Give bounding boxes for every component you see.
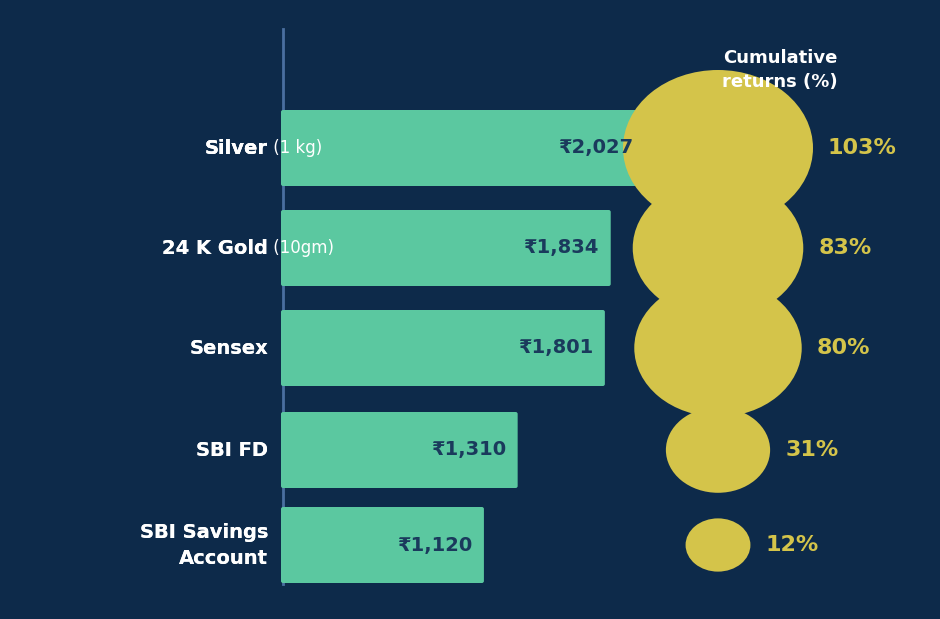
Text: SBI FD: SBI FD <box>196 441 268 459</box>
Text: (1 kg): (1 kg) <box>268 139 322 157</box>
Text: ₹2,027: ₹2,027 <box>557 139 633 157</box>
Text: 31%: 31% <box>785 440 838 460</box>
Text: (10gm): (10gm) <box>268 239 334 257</box>
Text: Silver: Silver <box>205 139 268 157</box>
Text: Cumulative
returns (%): Cumulative returns (%) <box>722 49 838 90</box>
Ellipse shape <box>666 407 770 493</box>
Ellipse shape <box>623 70 813 226</box>
Text: 103%: 103% <box>828 138 897 158</box>
Text: Silver: Silver <box>205 139 268 157</box>
Ellipse shape <box>633 178 804 318</box>
Text: 24 K Gold: 24 K Gold <box>162 238 268 258</box>
Text: Account: Account <box>179 548 268 568</box>
Text: ₹1,801: ₹1,801 <box>518 339 593 358</box>
FancyBboxPatch shape <box>281 310 604 386</box>
Text: ₹1,834: ₹1,834 <box>524 238 599 258</box>
Ellipse shape <box>685 518 750 571</box>
Text: 12%: 12% <box>765 535 819 555</box>
Ellipse shape <box>634 279 802 417</box>
Text: Account: Account <box>179 550 268 568</box>
Text: 24 K Gold: 24 K Gold <box>162 238 268 258</box>
FancyBboxPatch shape <box>281 507 484 583</box>
Text: Sensex: Sensex <box>189 339 268 358</box>
Text: ₹1,310: ₹1,310 <box>431 441 506 459</box>
Text: Sensex: Sensex <box>189 339 268 358</box>
Text: 83%: 83% <box>819 238 871 258</box>
FancyBboxPatch shape <box>281 110 645 186</box>
Text: ₹1,120: ₹1,120 <box>397 535 472 555</box>
Text: Silver: Silver <box>205 139 268 157</box>
FancyBboxPatch shape <box>281 210 611 286</box>
Text: 80%: 80% <box>817 338 870 358</box>
Text: SBI FD: SBI FD <box>196 441 268 459</box>
FancyBboxPatch shape <box>281 412 518 488</box>
Text: SBI Savings: SBI Savings <box>140 524 268 542</box>
Text: SBI Savings: SBI Savings <box>140 522 268 542</box>
